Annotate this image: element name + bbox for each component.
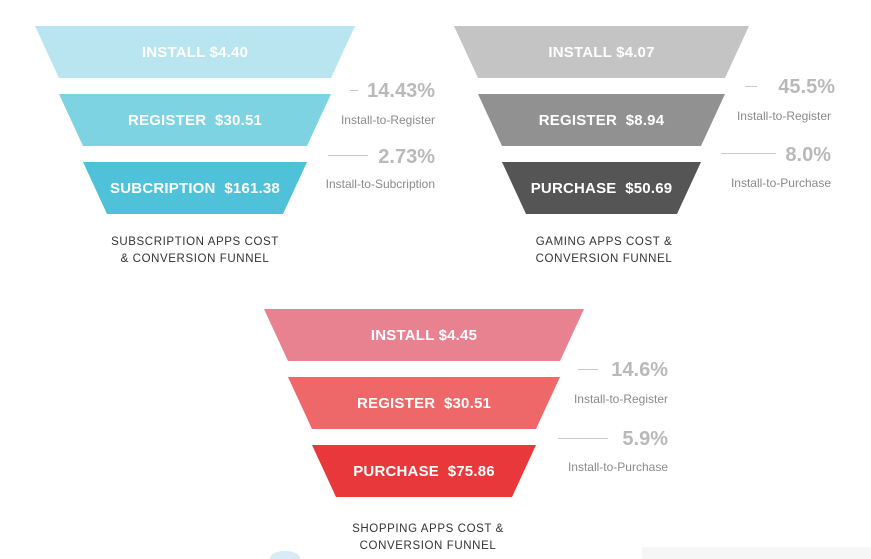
page-edge-shade (642, 547, 871, 559)
conversion-rate-value: 5.9% (622, 428, 668, 450)
conversion-rate-label: Install-to-Register (736, 109, 831, 123)
conversion-rate-value: 14.43% (367, 80, 435, 102)
funnel-caption-line: GAMING APPS COST & (535, 236, 673, 248)
funnel-caption-line: CONVERSION FUNNEL (359, 540, 497, 552)
funnel-caption-line: & CONVERSION FUNNEL (120, 253, 270, 265)
conversion-leader-line (578, 369, 598, 370)
funnel-caption: SHOPPING APPS COST & CONVERSION FUNNEL (318, 521, 538, 555)
funnel-caption: SUBSCRIPTION APPS COST & CONVERSION FUNN… (85, 234, 305, 268)
conversion-rate-label: Install-to-Purchase (730, 176, 831, 190)
conversion-rate-label: Install-to-Register (573, 392, 668, 406)
conversion-rate-label: Install-to-Subcription (325, 177, 435, 191)
funnel-stage-register: REGISTER $8.94 (478, 94, 725, 146)
funnel-stage-register: REGISTER $30.51 (288, 377, 560, 429)
funnel-caption-line: CONVERSION FUNNEL (535, 253, 673, 265)
funnel-stage-register: REGISTER $30.51 (59, 94, 331, 146)
conversion-rate-value: 45.5% (778, 76, 835, 98)
conversion-rate-value: 8.0% (785, 144, 831, 166)
conversion-leader-line (328, 155, 368, 156)
conversion-leader-line (350, 90, 358, 91)
conversion-leader-line (745, 86, 757, 87)
conversion-rate-value: 2.73% (378, 146, 435, 168)
funnel-stage-install: INSTALL $4.07 (454, 26, 749, 78)
funnel-caption-line: SUBSCRIPTION APPS COST (111, 236, 279, 248)
conversion-rate-value: 14.6% (611, 359, 668, 381)
funnel-stage-purchase: PURCHASE $50.69 (502, 162, 701, 214)
funnel-caption: GAMING APPS COST & CONVERSION FUNNEL (494, 234, 714, 268)
funnel-stage-subscription: SUBCRIPTION $161.38 (83, 162, 307, 214)
funnel-stage-install: INSTALL $4.45 (264, 309, 584, 361)
conversion-leader-line (558, 438, 608, 439)
conversion-rate-label: Install-to-Register (340, 113, 435, 127)
conversion-rate-label: Install-to-Purchase (567, 460, 668, 474)
funnel-caption-line: SHOPPING APPS COST & (352, 523, 504, 535)
funnel-stage-purchase: PURCHASE $75.86 (312, 445, 536, 497)
conversion-leader-line (721, 153, 776, 154)
decorative-arc (270, 551, 300, 559)
funnel-stage-install: INSTALL $4.40 (35, 26, 355, 78)
